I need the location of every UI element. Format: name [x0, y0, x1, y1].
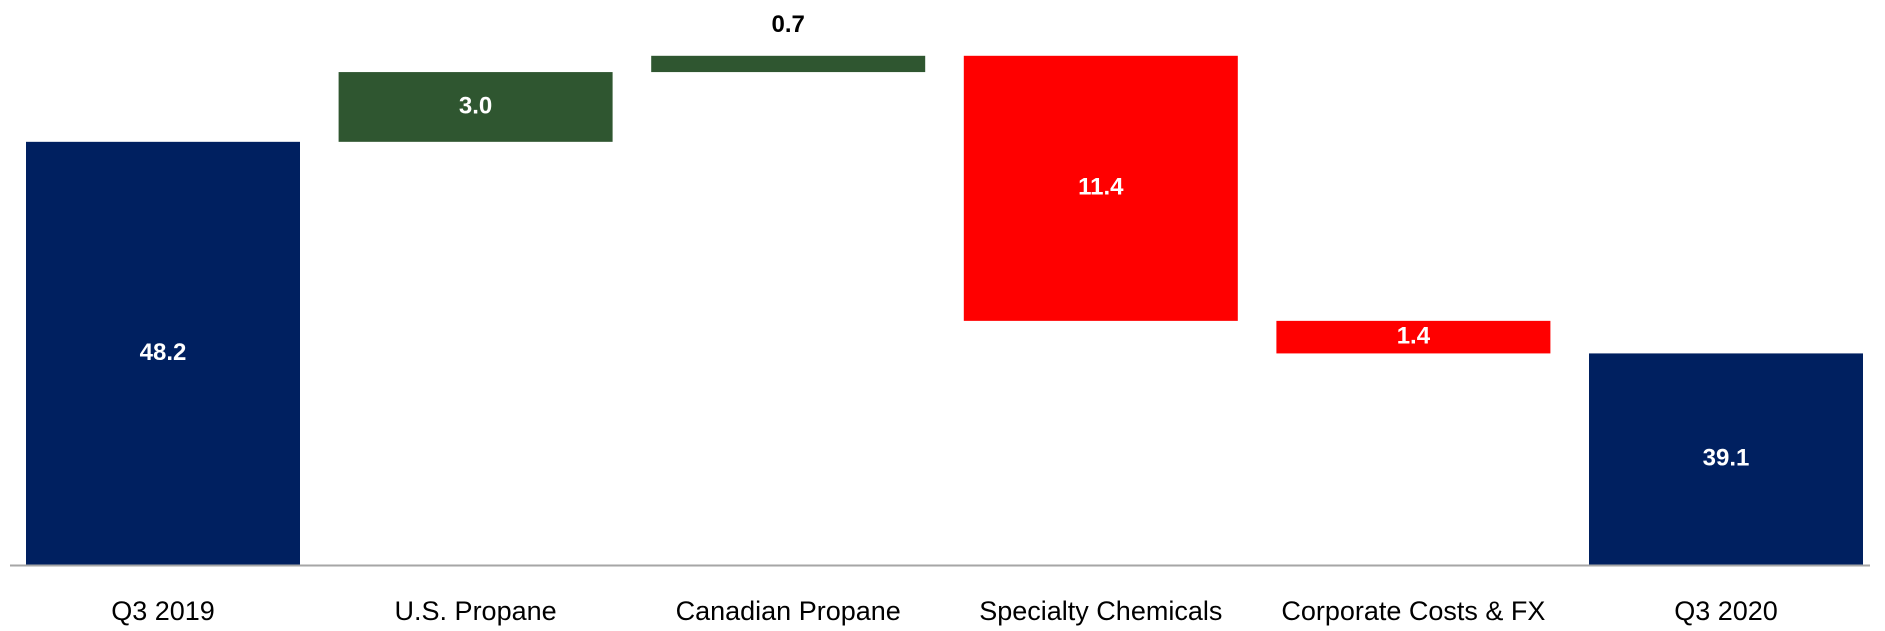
value-label: 39.1 [1703, 445, 1750, 472]
x-tick-label: Q3 2020 [1674, 596, 1778, 626]
x-tick-label: Canadian Propane [676, 596, 901, 626]
x-tick-label: Specialty Chemicals [979, 596, 1222, 626]
value-label: 3.0 [459, 92, 492, 119]
bar [963, 55, 1238, 321]
value-label: 11.4 [1078, 174, 1124, 201]
x-tick-label: U.S. Propane [395, 596, 557, 626]
bar [1276, 320, 1551, 354]
bar [1589, 353, 1863, 565]
value-label: 0.7 [772, 11, 805, 38]
x-tick-label: Q3 2019 [111, 596, 215, 626]
bar [26, 141, 300, 565]
x-tick-label: Corporate Costs & FX [1281, 596, 1545, 626]
bar [338, 72, 613, 142]
value-label: 48.2 [140, 339, 187, 366]
value-label: 1.4 [1397, 322, 1431, 349]
bar [651, 55, 926, 73]
